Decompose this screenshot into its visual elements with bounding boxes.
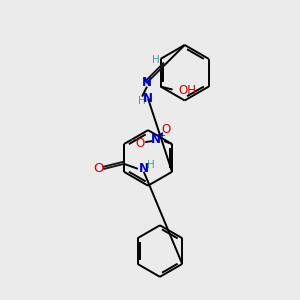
Text: O: O <box>161 123 171 136</box>
Text: N: N <box>139 162 149 175</box>
Text: H: H <box>147 160 154 170</box>
Text: H: H <box>138 97 146 106</box>
Text: O: O <box>136 136 145 150</box>
Text: O: O <box>93 162 104 175</box>
Text: N: N <box>151 133 161 146</box>
Text: N: N <box>142 76 152 89</box>
Text: +: + <box>158 130 165 140</box>
Text: OH: OH <box>178 84 196 97</box>
Text: N: N <box>143 92 153 105</box>
Text: H: H <box>152 55 160 65</box>
Text: −: − <box>129 135 138 145</box>
